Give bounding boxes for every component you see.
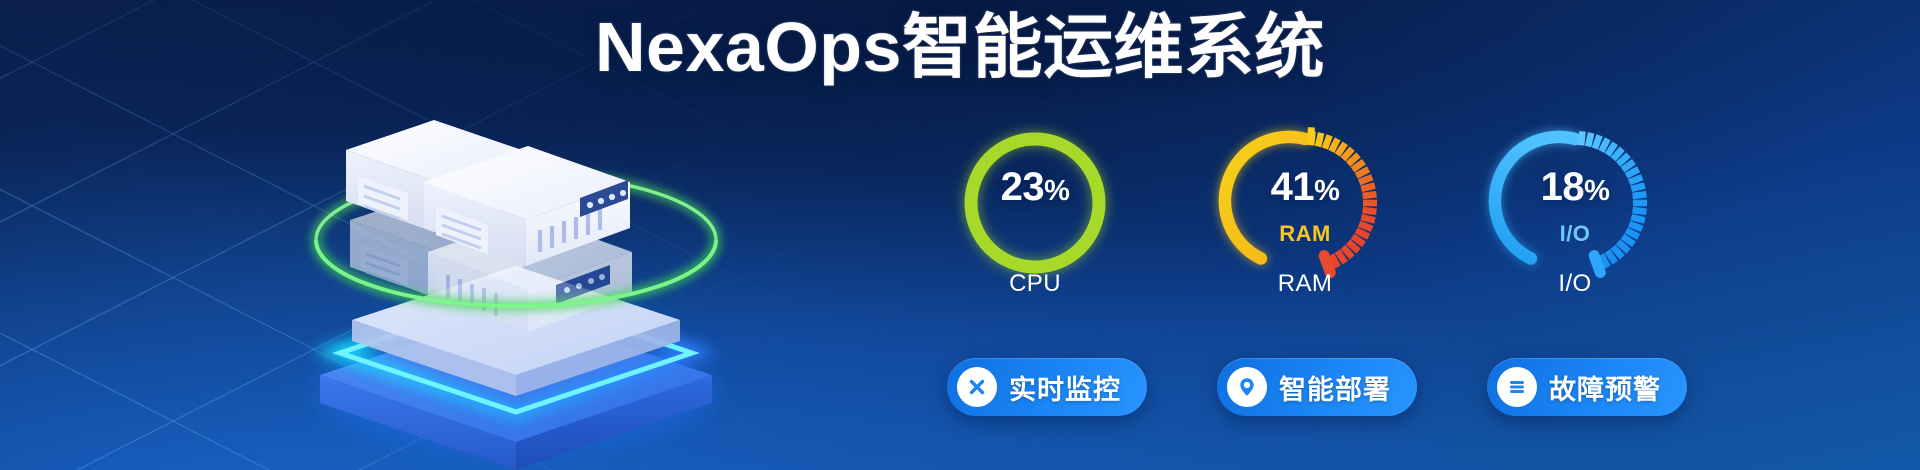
metrics-gauges: 23% CPU [935,125,1735,315]
server-illustration [288,70,748,470]
button-fault-alert-label: 故障预警 [1549,374,1661,405]
action-buttons: 实时监控 智能部署 故障预警 [935,358,1735,422]
button-smart-deploy-label: 智能部署 [1279,374,1391,405]
gauge-io-value: 18% [1540,165,1610,209]
button-fault-alert[interactable]: 故障预警 [1487,358,1687,416]
gauge-cpu-value: 23% [1000,165,1070,209]
location-pin-icon [1227,367,1267,407]
gauge-ram-caption: RAM [1277,270,1333,297]
gauge-io-ticks [1577,131,1647,279]
gauge-io-inner-label: I/O [1559,221,1591,246]
button-realtime-monitor[interactable]: 实时监控 [947,358,1147,416]
page-title: NexaOps智能运维系统 [595,8,1325,86]
list-menu-icon [1497,367,1537,407]
gauge-ram-inner-label: RAM [1279,221,1331,246]
gauge-ram: 41% RAM RAM [1205,125,1405,315]
gauge-io-caption: I/O [1558,270,1592,297]
gauge-cpu: 23% CPU [935,125,1135,315]
gauge-cpu-caption: CPU [1009,270,1061,297]
button-smart-deploy[interactable]: 智能部署 [1217,358,1417,416]
close-x-icon [957,367,997,407]
gauge-ram-ticks [1307,131,1377,279]
server-upper-right [424,146,630,266]
gauge-ram-value: 41% [1270,165,1340,209]
button-realtime-monitor-label: 实时监控 [1009,374,1121,405]
gauge-io: 18% I/O I/O [1475,125,1675,315]
